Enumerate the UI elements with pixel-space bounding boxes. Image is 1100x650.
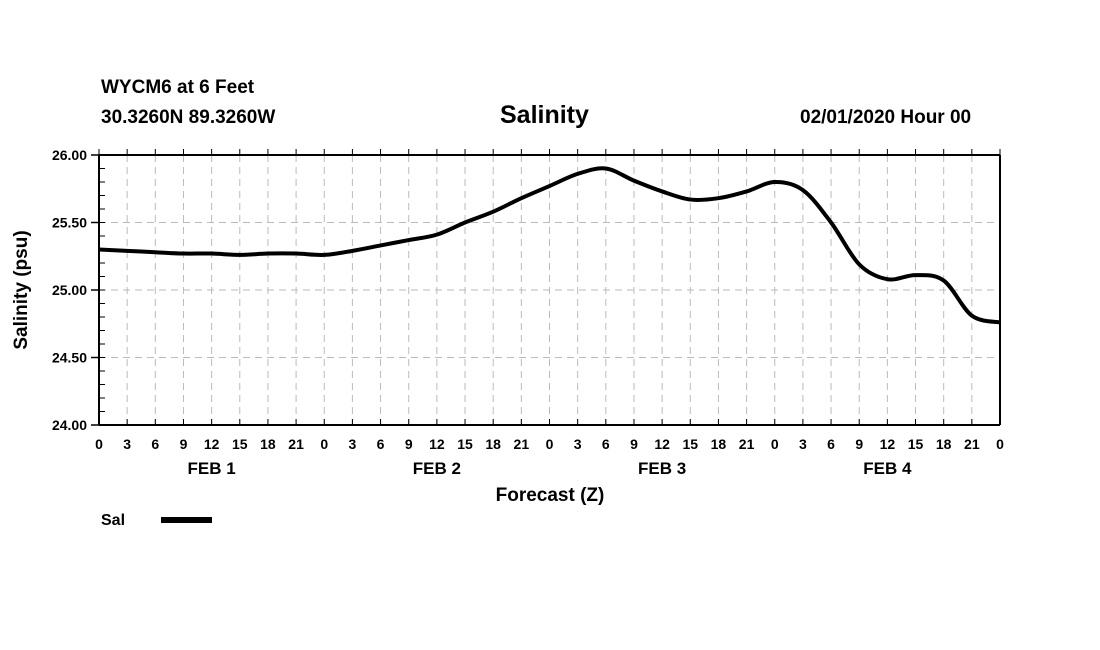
y-tick-label: 24.50 — [52, 350, 87, 366]
x-tick-label: 15 — [232, 436, 248, 452]
y-axis-label: Salinity (psu) — [11, 230, 32, 349]
x-tick-label: 3 — [349, 436, 357, 452]
x-tick-label: 9 — [855, 436, 863, 452]
x-tick-label: 6 — [377, 436, 385, 452]
x-tick-label: 6 — [827, 436, 835, 452]
y-tick-label: 25.50 — [52, 215, 87, 231]
station-label: WYCM6 at 6 Feet — [101, 77, 255, 98]
x-tick-label: 21 — [288, 436, 304, 452]
x-tick-label: 15 — [682, 436, 698, 452]
x-tick-label: 12 — [880, 436, 896, 452]
day-label: FEB 3 — [638, 459, 686, 478]
x-tick-label: 3 — [574, 436, 582, 452]
coordinates-label: 30.3260N 89.3260W — [101, 107, 276, 128]
datetime-label: 02/01/2020 Hour 00 — [800, 107, 972, 128]
series-line-sal — [98, 166, 1001, 325]
x-tick-label: 12 — [654, 436, 670, 452]
x-tick-label: 0 — [95, 436, 103, 452]
x-tick-label: 9 — [180, 436, 188, 452]
x-tick-label: 21 — [514, 436, 530, 452]
x-tick-label: 18 — [485, 436, 501, 452]
y-tick-label: 24.00 — [52, 417, 87, 433]
x-axis-label: Forecast (Z) — [496, 485, 605, 506]
x-tick-label: 21 — [739, 436, 755, 452]
x-tick-label: 3 — [123, 436, 131, 452]
x-tick-label: 0 — [320, 436, 328, 452]
x-tick-label: 9 — [405, 436, 413, 452]
x-tick-label: 0 — [996, 436, 1004, 452]
day-label: FEB 4 — [863, 459, 912, 478]
x-tick-label: 18 — [260, 436, 276, 452]
x-tick-label: 15 — [908, 436, 924, 452]
x-tick-label: 0 — [771, 436, 779, 452]
x-tick-label: 21 — [964, 436, 980, 452]
y-tick-label: 26.00 — [52, 147, 87, 163]
x-tick-label: 6 — [151, 436, 159, 452]
x-tick-label: 18 — [936, 436, 952, 452]
x-tick-label: 0 — [546, 436, 554, 452]
x-tick-label: 18 — [711, 436, 727, 452]
legend-label: Sal — [101, 512, 125, 529]
x-tick-label: 15 — [457, 436, 473, 452]
x-tick-label: 3 — [799, 436, 807, 452]
x-tick-label: 12 — [204, 436, 220, 452]
day-label: FEB 2 — [413, 459, 461, 478]
day-label: FEB 1 — [188, 459, 236, 478]
chart-title: Salinity — [500, 101, 589, 129]
x-tick-label: 12 — [429, 436, 445, 452]
x-tick-label: 9 — [630, 436, 638, 452]
x-tick-label: 6 — [602, 436, 610, 452]
y-tick-label: 25.00 — [52, 282, 87, 298]
